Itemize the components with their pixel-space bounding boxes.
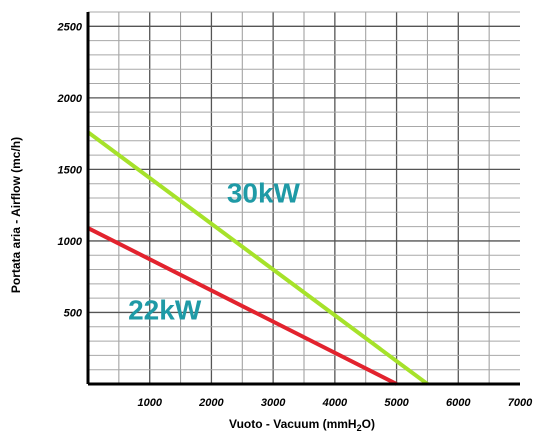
x-tick-label: 1000 (137, 397, 162, 409)
x-tick-label: 7000 (508, 397, 533, 409)
series-label-22kW: 22kW (128, 295, 202, 326)
x-tick-label: 5000 (384, 397, 409, 409)
x-tick-label: 3000 (261, 397, 286, 409)
y-tick-label: 500 (64, 307, 83, 319)
tick-labels: 1000 2000 3000 4000 5000 6000 7000 500 1000 1500 2… (57, 21, 534, 409)
x-tick-label: 2000 (198, 397, 224, 409)
y-tick-label: 2000 (57, 93, 83, 105)
y-tick-label: 1500 (58, 164, 83, 176)
axes (86, 12, 520, 386)
series-layer (86, 130, 429, 386)
x-axis-title-main: Vuoto - Vacuum (mmH (229, 417, 357, 431)
x-axis-title: Vuoto - Vacuum (mmH2O) (229, 417, 375, 433)
x-axis-title-subscript: 2 (357, 423, 362, 433)
series-label-30kW: 30kW (227, 177, 301, 208)
y-tick-label: 1000 (58, 236, 83, 248)
y-axis-title: Portata aria - Airflow (mc/h) (9, 137, 23, 293)
series-line-30kW (86, 130, 429, 386)
grid (88, 11, 520, 384)
series-line-22kW (87, 226, 398, 386)
y-tick-label: 2500 (57, 21, 83, 33)
x-tick-label: 6000 (446, 397, 471, 409)
x-tick-label: 4000 (322, 397, 348, 409)
x-axis-title-end: O) (362, 417, 375, 431)
series-labels: 30kW 22kW (128, 177, 300, 325)
